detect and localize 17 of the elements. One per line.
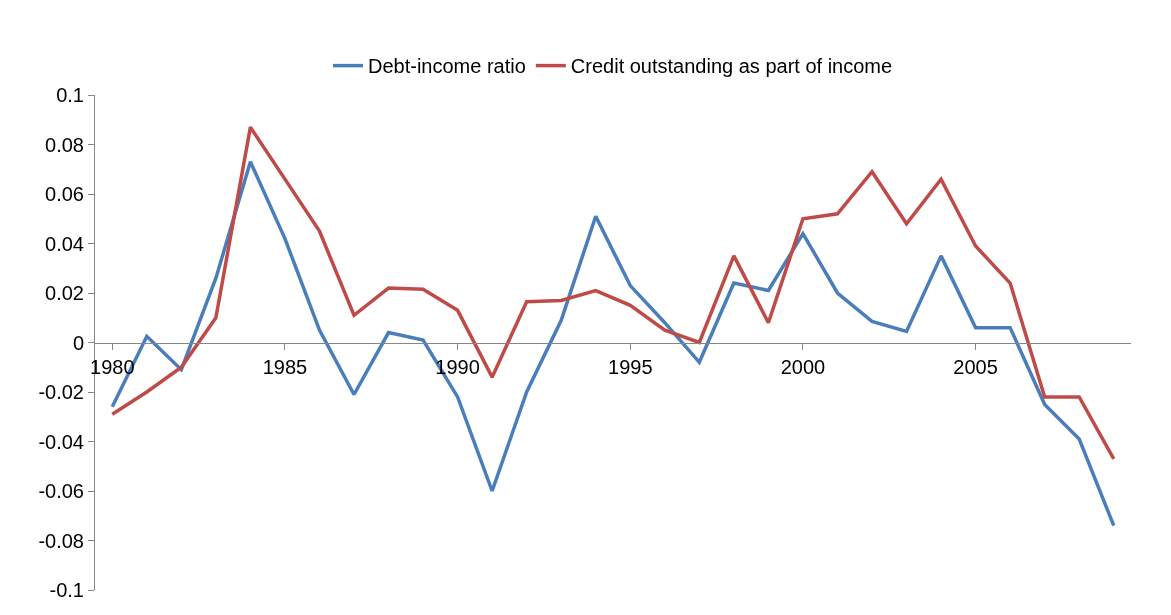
y-tick-label: 0 bbox=[72, 331, 84, 354]
y-tick-label: -0.08 bbox=[38, 529, 84, 552]
y-tick-label: 0.1 bbox=[56, 84, 84, 106]
x-tick-label: 2000 bbox=[780, 355, 826, 378]
legend-label: Debt-income ratio bbox=[368, 55, 526, 78]
legend-label: Credit outstanding as part of income bbox=[570, 55, 893, 78]
y-tick-label: -0.06 bbox=[38, 480, 84, 502]
y-tick-label: 0.04 bbox=[45, 232, 84, 255]
x-tick-label: 1995 bbox=[608, 355, 653, 378]
y-tick-label: -0.04 bbox=[38, 430, 84, 453]
y-tick-label: -0.02 bbox=[38, 381, 84, 403]
y-tick-label: 0.06 bbox=[45, 183, 84, 205]
x-tick-label: 1985 bbox=[262, 355, 308, 378]
y-tick-label: 0.02 bbox=[45, 282, 84, 304]
x-tick-label: 2005 bbox=[953, 355, 998, 378]
y-tick-label: 0.08 bbox=[45, 133, 84, 156]
y-tick-label: -0.1 bbox=[49, 579, 84, 601]
